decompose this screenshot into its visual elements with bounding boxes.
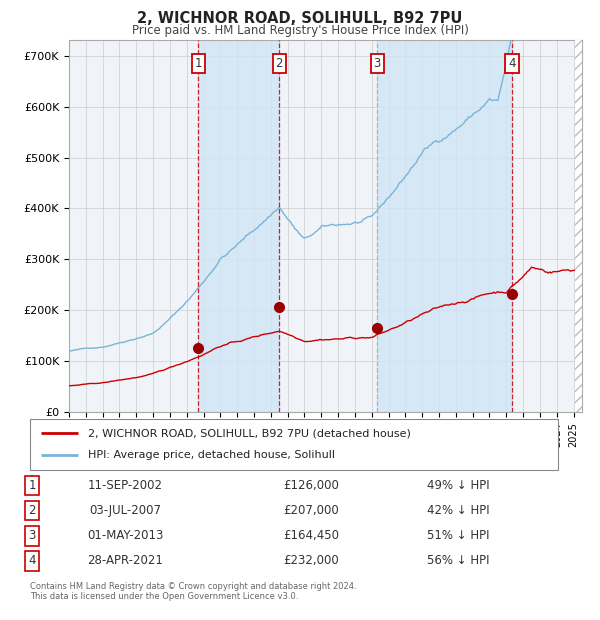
Bar [377,40,512,412]
Text: 03-JUL-2007: 03-JUL-2007 [89,504,161,517]
Bar [199,40,279,412]
Text: 4: 4 [508,57,515,70]
Text: 1: 1 [28,479,36,492]
Text: 51% ↓ HPI: 51% ↓ HPI [427,529,489,542]
Text: Contains HM Land Registry data © Crown copyright and database right 2024.
This d: Contains HM Land Registry data © Crown c… [30,582,356,601]
Text: £126,000: £126,000 [283,479,339,492]
Text: 2: 2 [28,504,36,517]
Text: 2: 2 [275,57,283,70]
Text: 2, WICHNOR ROAD, SOLIHULL, B92 7PU: 2, WICHNOR ROAD, SOLIHULL, B92 7PU [137,11,463,25]
Text: 1: 1 [194,57,202,70]
Text: £207,000: £207,000 [283,504,339,517]
Text: 56% ↓ HPI: 56% ↓ HPI [427,554,489,567]
Text: 42% ↓ HPI: 42% ↓ HPI [427,504,489,517]
Text: 11-SEP-2002: 11-SEP-2002 [88,479,163,492]
Text: 2, WICHNOR ROAD, SOLIHULL, B92 7PU (detached house): 2, WICHNOR ROAD, SOLIHULL, B92 7PU (deta… [88,428,411,438]
FancyBboxPatch shape [30,419,558,470]
Text: £164,450: £164,450 [283,529,339,542]
Text: HPI: Average price, detached house, Solihull: HPI: Average price, detached house, Soli… [88,450,335,459]
Text: 4: 4 [28,554,36,567]
Text: 3: 3 [374,57,381,70]
Text: 49% ↓ HPI: 49% ↓ HPI [427,479,489,492]
Text: 28-APR-2021: 28-APR-2021 [87,554,163,567]
Text: Price paid vs. HM Land Registry's House Price Index (HPI): Price paid vs. HM Land Registry's House … [131,24,469,37]
Text: 01-MAY-2013: 01-MAY-2013 [87,529,163,542]
Text: 3: 3 [28,529,36,542]
Text: £232,000: £232,000 [283,554,339,567]
